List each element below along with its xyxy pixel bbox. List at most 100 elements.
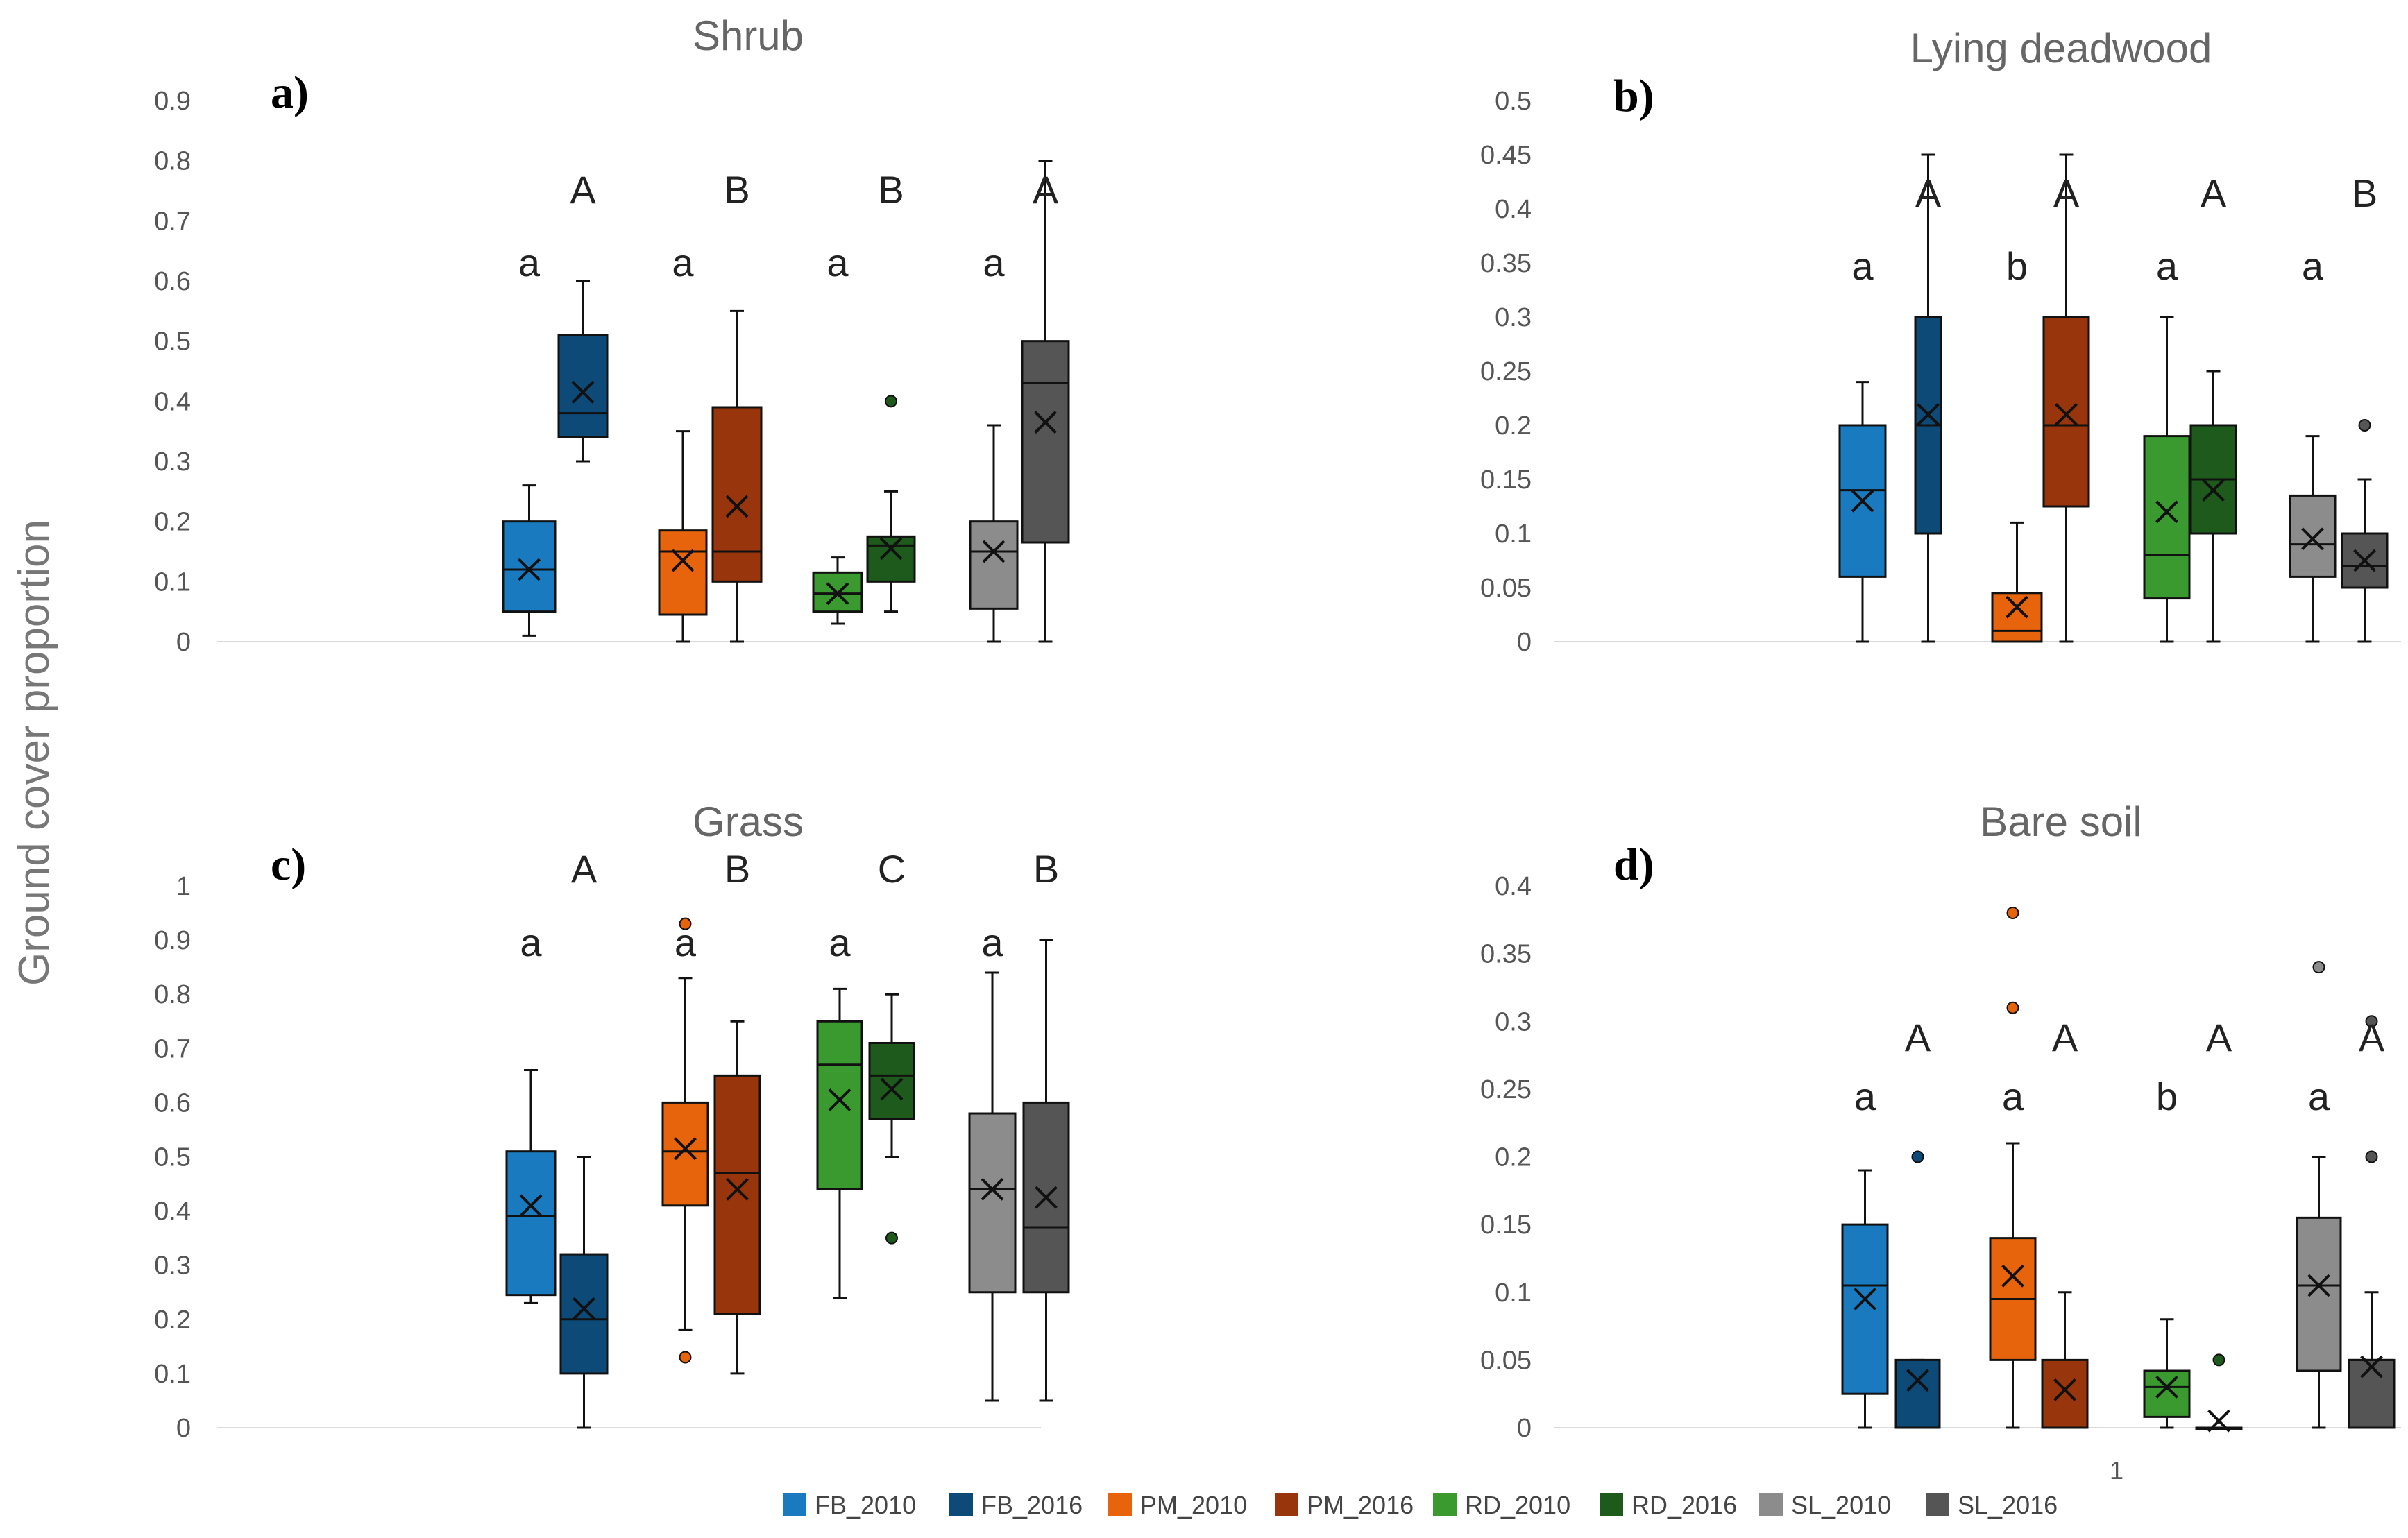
- box-iqr: [2289, 494, 2337, 578]
- mean-marker-stroke: [2202, 479, 2225, 502]
- y-tick-label: 0.9: [154, 87, 191, 116]
- box-FB_2010: [502, 484, 557, 637]
- significance-letter-2016: B: [2352, 171, 2377, 215]
- box-PM_2010: [1991, 521, 2043, 643]
- mean-marker: [2353, 549, 2376, 572]
- mean-marker-stroke: [2307, 1274, 2330, 1297]
- box-PM_2016: [2041, 1291, 2089, 1429]
- y-tick-label: 0.9: [154, 926, 191, 955]
- box-iqr: [866, 535, 916, 583]
- legend-swatch-PM_2016: [1275, 1493, 1298, 1516]
- significance-letter-2010: a: [2156, 244, 2178, 288]
- mean-marker: [2202, 479, 2225, 502]
- box-RD_2010: [2143, 316, 2191, 643]
- mean-marker-stroke: [674, 1137, 697, 1161]
- box-SL_2016: [1022, 939, 1070, 1402]
- box-iqr: [969, 520, 1019, 610]
- mean-marker: [1851, 489, 1874, 513]
- mean-marker: [2053, 1378, 2076, 1401]
- mean-marker: [880, 1077, 904, 1101]
- box-FB_2016: [1894, 1150, 1941, 1429]
- mean-marker: [981, 1177, 1004, 1201]
- y-tick-label: 0.25: [1480, 357, 1532, 386]
- legend-label-FB_2010: FB_2010: [815, 1491, 916, 1519]
- mean-marker-stroke: [726, 1177, 749, 1201]
- mean-marker: [518, 558, 541, 581]
- y-tick-label: 0.15: [1480, 465, 1532, 495]
- legend-label-SL_2010: SL_2010: [1791, 1491, 1891, 1519]
- mean-marker-stroke: [2207, 1409, 2230, 1433]
- y-tick-label: 0.1: [154, 567, 191, 597]
- mean-marker: [982, 540, 1006, 563]
- box-iqr: [2348, 1358, 2396, 1429]
- box-iqr: [661, 1101, 709, 1207]
- mean-marker-stroke: [981, 1177, 1004, 1201]
- significance-letter-2016: B: [724, 168, 749, 212]
- y-tick-label: 0: [176, 628, 191, 657]
- chart-panel-1: Shruba)00.10.20.30.40.50.60.70.80.9aAaBa…: [154, 12, 1070, 657]
- outlier-point: [2358, 419, 2371, 432]
- significance-letter-2016: A: [2053, 171, 2080, 215]
- box-PM_2010: [1989, 907, 2037, 1429]
- significance-letter-2010: a: [829, 921, 851, 964]
- box-FB_2010: [505, 1069, 557, 1304]
- outlier-point: [2212, 1353, 2225, 1367]
- box-iqr: [2042, 316, 2090, 508]
- box-iqr: [1022, 1101, 1070, 1294]
- legend-swatch-SL_2016: [1926, 1493, 1949, 1516]
- y-tick-label: 0.15: [1480, 1211, 1532, 1240]
- significance-letter-2010: a: [2302, 244, 2324, 288]
- box-RD_2016: [866, 395, 916, 613]
- mean-marker-stroke: [2053, 1378, 2076, 1401]
- mean-marker-stroke: [826, 582, 849, 606]
- box-RD_2010: [812, 556, 863, 625]
- box-iqr: [2341, 532, 2389, 589]
- panel-label: a): [271, 67, 309, 118]
- mean-marker: [2155, 1376, 2178, 1399]
- outlier-point: [679, 1351, 692, 1364]
- chart-title: Lying deadwood: [1910, 25, 2212, 71]
- legend-swatch-RD_2016: [1600, 1493, 1623, 1516]
- significance-letter-2016: A: [1915, 171, 1942, 215]
- mean-marker-stroke: [725, 495, 749, 518]
- significance-letter-2016: A: [571, 847, 597, 891]
- y-tick-label: 0.2: [1495, 1143, 1532, 1172]
- outlier-point: [2006, 907, 2019, 920]
- significance-letter-2010: a: [675, 921, 697, 964]
- significance-letter-2010: a: [672, 241, 694, 284]
- significance-letter-2016: A: [1905, 1016, 1931, 1059]
- significance-letter-2016: A: [2206, 1016, 2232, 1059]
- y-tick-label: 0.3: [1495, 303, 1532, 332]
- legend-swatch-FB_2016: [949, 1493, 973, 1516]
- box-SL_2016: [2341, 419, 2389, 643]
- y-tick-label: 0.35: [1480, 249, 1532, 278]
- box-FB_2016: [557, 280, 609, 463]
- mean-marker-stroke: [2155, 1376, 2178, 1399]
- mean-marker: [879, 537, 903, 561]
- box-iqr: [816, 1020, 863, 1190]
- mean-marker-stroke: [2360, 1355, 2383, 1378]
- legend-swatch-FB_2010: [783, 1493, 806, 1516]
- box-iqr: [1894, 1358, 1941, 1429]
- mean-marker: [2055, 402, 2078, 426]
- legend-label-PM_2010: PM_2010: [1140, 1491, 1247, 1519]
- box-SL_2016: [2348, 1015, 2396, 1429]
- y-tick-label: 0.5: [1495, 87, 1532, 116]
- mean-marker-stroke: [2301, 527, 2324, 551]
- mean-marker: [571, 380, 595, 404]
- y-tick-label: 0.2: [154, 1306, 191, 1335]
- box-iqr: [711, 406, 763, 583]
- significance-letter-2010: a: [518, 241, 541, 284]
- y-tick-label: 0: [1517, 628, 1532, 657]
- box-RD_2010: [2143, 1318, 2191, 1429]
- y-tick-label: 0.05: [1480, 574, 1532, 603]
- mean-marker-stroke: [1851, 489, 1874, 513]
- significance-letter-2010: a: [2308, 1075, 2330, 1118]
- significance-letter-2010: a: [983, 241, 1005, 284]
- chart-panel-4: Bare soil d) 0 0.05 0.1 0.15 0.2 0.25 0.3 0.35 0.4…: [1480, 798, 2401, 1443]
- chart-panel-2: Lying deadwood b) 0 0.05 0.1 0.15 0.2 0.25 0.3 0.…: [1480, 25, 2401, 657]
- panel-label: d): [1613, 839, 1654, 890]
- box-SL_2010: [2296, 961, 2342, 1429]
- box-SL_2016: [1021, 160, 1070, 643]
- box-FB_2010: [1838, 381, 1887, 643]
